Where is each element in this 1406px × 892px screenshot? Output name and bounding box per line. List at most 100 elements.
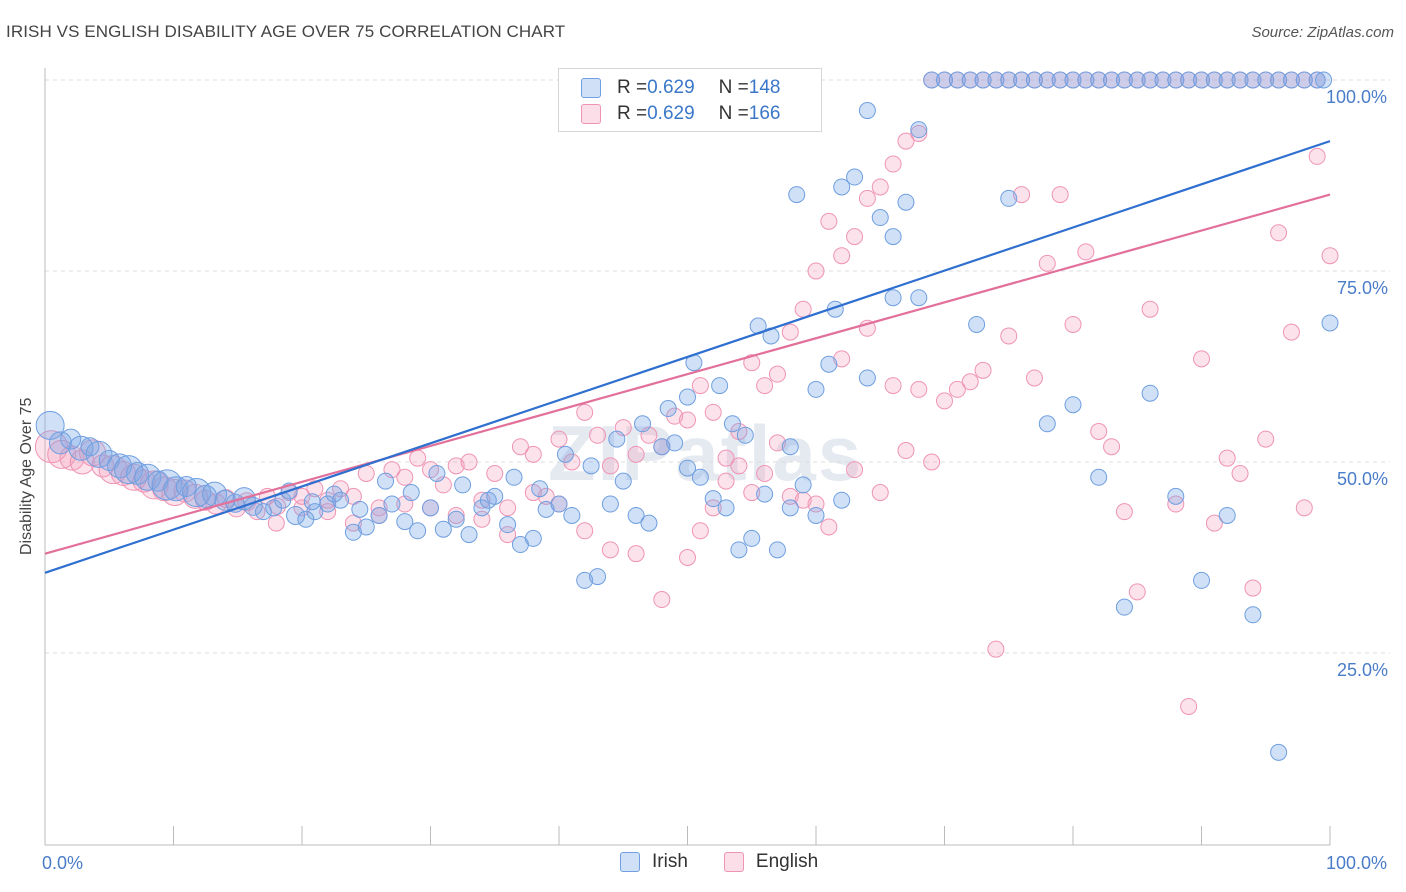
english-point bbox=[1205, 514, 1223, 532]
irish-point bbox=[1077, 71, 1095, 89]
english-point bbox=[550, 430, 568, 448]
english-point bbox=[833, 247, 851, 265]
english-point bbox=[1270, 224, 1288, 242]
english-point bbox=[768, 434, 786, 452]
english-point bbox=[589, 426, 607, 444]
english-point bbox=[601, 541, 619, 559]
legend-item-english[interactable]: English bbox=[723, 851, 819, 873]
irish-point bbox=[743, 529, 761, 547]
irish-point bbox=[1025, 71, 1043, 89]
irish-point bbox=[531, 480, 549, 498]
english-point bbox=[768, 365, 786, 383]
english-point bbox=[910, 380, 928, 398]
irish-point bbox=[175, 475, 197, 497]
irish-n-label: N = bbox=[718, 77, 749, 98]
english-point bbox=[1257, 430, 1275, 448]
irish-point bbox=[1193, 571, 1210, 589]
irish-point bbox=[107, 453, 133, 479]
english-point bbox=[704, 499, 722, 517]
irish-point bbox=[357, 518, 375, 536]
irish-point bbox=[1064, 71, 1082, 89]
english-point bbox=[820, 518, 838, 536]
irish-point bbox=[634, 415, 652, 433]
irish-point bbox=[1218, 71, 1236, 89]
irish-point bbox=[704, 490, 722, 508]
english-r-value: 0.629 bbox=[647, 103, 695, 124]
irish-point bbox=[454, 476, 472, 494]
english-point bbox=[627, 545, 645, 563]
irish-point bbox=[640, 514, 658, 532]
irish-point bbox=[666, 434, 684, 452]
english-point bbox=[756, 464, 774, 482]
irish-point bbox=[1038, 415, 1056, 433]
english-point bbox=[1115, 503, 1133, 521]
irish-swatch bbox=[581, 78, 601, 98]
english-point bbox=[987, 640, 1005, 658]
source-label: Source: ZipAtlas.com bbox=[1251, 24, 1394, 41]
irish-point bbox=[711, 377, 729, 395]
english-point bbox=[756, 377, 774, 395]
legend-item-irish[interactable]: Irish bbox=[620, 851, 688, 873]
english-point bbox=[833, 350, 851, 368]
irish-point bbox=[303, 493, 321, 511]
irish-point bbox=[948, 71, 966, 89]
irish-point bbox=[807, 506, 825, 524]
irish-point bbox=[833, 178, 851, 196]
irish-point bbox=[447, 510, 465, 528]
english-swatch bbox=[581, 104, 601, 124]
english-point bbox=[961, 373, 979, 391]
irish-point bbox=[325, 485, 343, 503]
x-tick-label-min: 0.0% bbox=[42, 853, 84, 873]
english-point bbox=[910, 124, 928, 142]
english-point bbox=[846, 461, 864, 479]
english-point bbox=[447, 506, 465, 524]
irish-point bbox=[974, 71, 992, 89]
y-tick-label-25: 25.0% bbox=[1337, 660, 1389, 680]
legend-row-irish: R = 0.629 N = 148 bbox=[581, 75, 780, 101]
english-point bbox=[1282, 323, 1300, 341]
irish-point bbox=[871, 209, 889, 227]
irish-point bbox=[1167, 71, 1185, 89]
irish-point bbox=[936, 71, 953, 89]
irish-point bbox=[163, 476, 189, 502]
irish-point bbox=[756, 485, 774, 503]
english-point bbox=[267, 514, 285, 532]
irish-point bbox=[1167, 487, 1185, 505]
irish-point bbox=[1257, 71, 1275, 89]
english-r-label: R = bbox=[617, 103, 648, 124]
english-point bbox=[974, 361, 992, 379]
english-point bbox=[948, 380, 966, 398]
english-point bbox=[460, 453, 478, 471]
irish-point bbox=[383, 495, 401, 513]
irish-point bbox=[1218, 506, 1236, 524]
irish-point bbox=[730, 541, 748, 559]
irish-point bbox=[1244, 71, 1262, 89]
irish-point bbox=[679, 459, 696, 477]
irish-point bbox=[858, 102, 876, 120]
english-point bbox=[1077, 243, 1095, 261]
irish-point bbox=[884, 228, 902, 246]
irish-point bbox=[1193, 71, 1210, 89]
english-point bbox=[781, 323, 799, 341]
irish-point bbox=[556, 445, 574, 463]
english-legend-label: English bbox=[755, 851, 819, 872]
irish-point bbox=[1295, 71, 1313, 89]
irish-point bbox=[306, 503, 324, 521]
irish-point bbox=[1205, 71, 1223, 89]
english-point bbox=[923, 453, 941, 471]
english-point bbox=[486, 464, 504, 482]
english-point bbox=[820, 212, 838, 230]
english-point bbox=[794, 491, 812, 509]
irish-point bbox=[1180, 71, 1198, 89]
irish-point bbox=[332, 491, 350, 509]
irish-point bbox=[550, 495, 568, 513]
y-tick-label-50: 50.0% bbox=[1337, 469, 1389, 489]
irish-point bbox=[1000, 71, 1018, 89]
english-trend-line bbox=[44, 193, 1331, 555]
irish-point bbox=[1090, 71, 1108, 89]
irish-point bbox=[910, 289, 928, 307]
english-point bbox=[396, 468, 414, 486]
irish-point bbox=[428, 464, 446, 482]
english-point bbox=[846, 228, 864, 246]
english-point bbox=[1064, 315, 1082, 333]
